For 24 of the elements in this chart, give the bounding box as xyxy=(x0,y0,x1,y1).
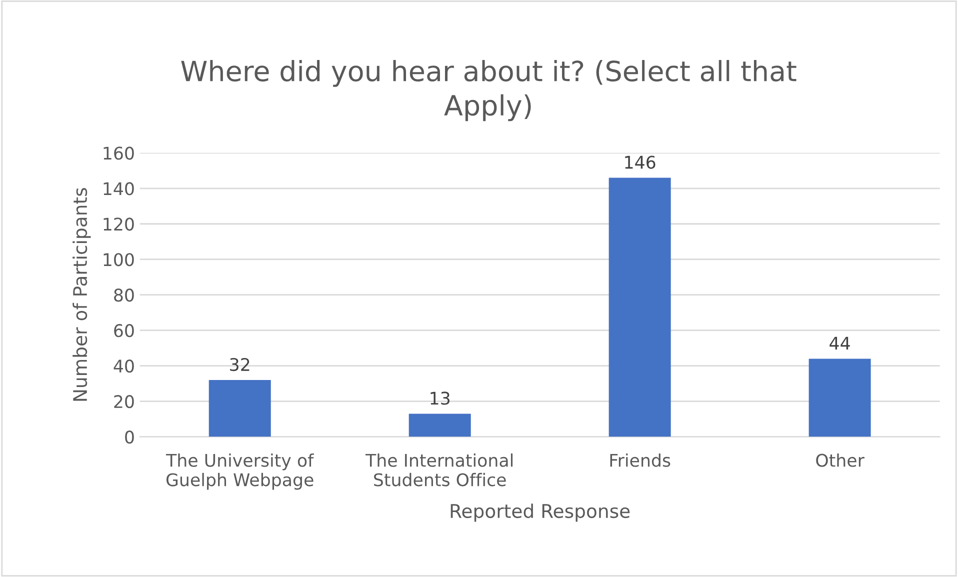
y-axis-title: Number of Participants xyxy=(72,188,91,401)
bar xyxy=(608,178,671,437)
chart-title: Where did you hear about it? (Select all that Apply) xyxy=(181,60,796,122)
x-tick-label: The University of Guelph Webpage xyxy=(166,453,314,490)
x-tick-label: The International Students Office xyxy=(365,453,513,486)
y-tick-label: 100 xyxy=(104,253,134,266)
x-tick-label: Other xyxy=(816,453,864,467)
data-label: 32 xyxy=(230,358,250,372)
data-label: 146 xyxy=(625,156,656,169)
y-tick-label: 20 xyxy=(114,395,134,408)
y-tick-label: 160 xyxy=(104,146,134,160)
y-tick-label: 140 xyxy=(104,182,134,196)
bar xyxy=(408,414,471,437)
y-tick-label: 40 xyxy=(114,360,134,373)
y-tick-label: 0 xyxy=(125,430,134,444)
data-label: 13 xyxy=(430,392,450,405)
bar xyxy=(208,380,271,437)
bar xyxy=(808,358,871,437)
y-tick-label: 80 xyxy=(114,288,134,302)
y-tick-label: 120 xyxy=(104,218,134,231)
x-axis-title: Reported Response xyxy=(450,504,630,522)
data-label: 44 xyxy=(830,336,850,350)
x-tick-label: Friends xyxy=(610,453,670,467)
y-tick-label: 60 xyxy=(114,324,134,338)
